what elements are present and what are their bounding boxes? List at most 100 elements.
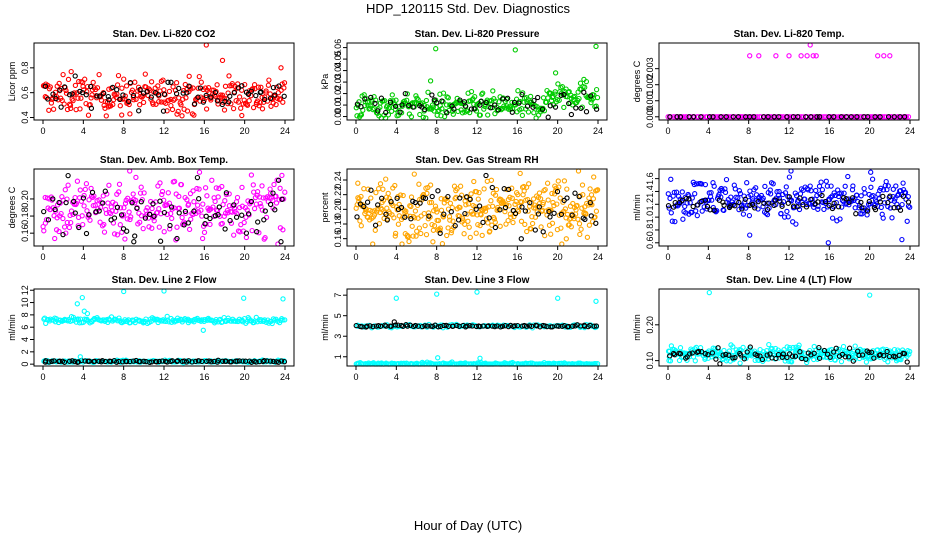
data-point bbox=[536, 190, 543, 196]
data-point bbox=[562, 206, 569, 212]
data-point bbox=[865, 114, 871, 120]
data-point bbox=[270, 358, 276, 365]
data-point bbox=[821, 206, 827, 213]
data-point bbox=[512, 323, 518, 329]
data-point bbox=[245, 91, 252, 97]
data-point bbox=[56, 199, 62, 206]
chart-panel-8: Stan. Dev. Line 3 Flow 0 4 8 12 16 20 24 1 3 5 7 ml/… bbox=[320, 275, 608, 382]
data-point bbox=[713, 356, 719, 362]
data-point bbox=[137, 86, 143, 93]
data-point bbox=[477, 222, 483, 229]
data-point bbox=[735, 114, 742, 120]
data-point bbox=[69, 358, 75, 364]
data-point bbox=[564, 195, 570, 201]
data-point bbox=[395, 322, 401, 328]
data-point bbox=[155, 92, 162, 98]
x-tick-label: 12 bbox=[159, 372, 169, 382]
data-point bbox=[760, 195, 766, 201]
data-point bbox=[86, 212, 92, 218]
data-point bbox=[270, 197, 276, 204]
data-point bbox=[467, 234, 473, 241]
data-point bbox=[711, 183, 717, 189]
data-point bbox=[246, 98, 252, 104]
data-point bbox=[394, 195, 400, 201]
x-tick-label: 4 bbox=[394, 372, 399, 382]
data-point bbox=[255, 84, 262, 90]
y-tick-label: 5 bbox=[333, 313, 343, 318]
data-point bbox=[397, 109, 403, 115]
data-point bbox=[540, 199, 547, 206]
data-point bbox=[273, 193, 279, 199]
data-point bbox=[883, 114, 889, 120]
data-point bbox=[258, 89, 264, 95]
data-point bbox=[435, 108, 441, 115]
data-point bbox=[551, 210, 557, 216]
y-axis-label: Licor ppm bbox=[7, 62, 17, 102]
data-point bbox=[439, 98, 445, 104]
data-point bbox=[887, 205, 894, 211]
data-point bbox=[50, 196, 56, 202]
data-point bbox=[689, 350, 695, 356]
data-point bbox=[277, 185, 283, 191]
data-point bbox=[120, 212, 127, 218]
data-point bbox=[475, 196, 481, 202]
data-point bbox=[694, 202, 700, 208]
x-tick-label: 0 bbox=[40, 252, 45, 262]
data-point bbox=[56, 80, 62, 87]
data-point bbox=[480, 90, 486, 96]
data-point bbox=[900, 193, 907, 199]
data-point bbox=[496, 99, 502, 105]
data-point bbox=[142, 71, 148, 77]
data-point bbox=[841, 190, 847, 196]
data-point bbox=[78, 95, 84, 101]
data-point bbox=[74, 90, 80, 96]
data-point bbox=[273, 101, 279, 108]
data-point bbox=[741, 356, 747, 362]
data-point bbox=[524, 228, 530, 235]
data-point bbox=[167, 226, 173, 232]
data-point bbox=[413, 233, 419, 239]
data-point bbox=[507, 211, 513, 217]
data-point bbox=[228, 220, 235, 226]
data-point bbox=[130, 358, 137, 364]
data-point bbox=[270, 190, 276, 196]
data-point bbox=[118, 212, 125, 218]
data-point bbox=[818, 179, 824, 185]
data-point bbox=[457, 195, 463, 201]
y-tick-label: 0.00 bbox=[333, 108, 343, 126]
data-point bbox=[849, 195, 856, 201]
data-point bbox=[583, 78, 590, 85]
data-point bbox=[445, 193, 451, 200]
x-axis-title: Hour of Day (UTC) bbox=[413, 518, 523, 533]
data-point bbox=[467, 322, 473, 329]
data-point bbox=[230, 105, 237, 112]
outlier-point bbox=[875, 53, 881, 59]
data-point bbox=[504, 322, 511, 329]
data-point bbox=[837, 216, 843, 222]
data-point bbox=[130, 92, 137, 99]
x-tick-label: 12 bbox=[159, 126, 169, 136]
data-point bbox=[815, 199, 821, 205]
data-point bbox=[736, 199, 742, 206]
data-point bbox=[445, 95, 451, 101]
data-point bbox=[194, 174, 201, 181]
data-point bbox=[50, 106, 57, 112]
data-point bbox=[281, 359, 288, 365]
data-point bbox=[880, 187, 887, 193]
data-point bbox=[816, 344, 822, 351]
data-point bbox=[161, 229, 167, 235]
data-point bbox=[268, 190, 274, 196]
data-point bbox=[77, 187, 83, 193]
data-point bbox=[829, 205, 836, 212]
data-point bbox=[174, 111, 180, 117]
data-point bbox=[767, 351, 773, 357]
data-point bbox=[488, 177, 495, 183]
data-point bbox=[481, 186, 487, 192]
data-point bbox=[220, 358, 226, 364]
data-point bbox=[129, 200, 135, 206]
data-point bbox=[56, 228, 62, 235]
data-point bbox=[358, 193, 364, 200]
data-point bbox=[529, 220, 536, 227]
x-tick-label: 12 bbox=[784, 126, 794, 136]
data-point bbox=[582, 216, 588, 223]
